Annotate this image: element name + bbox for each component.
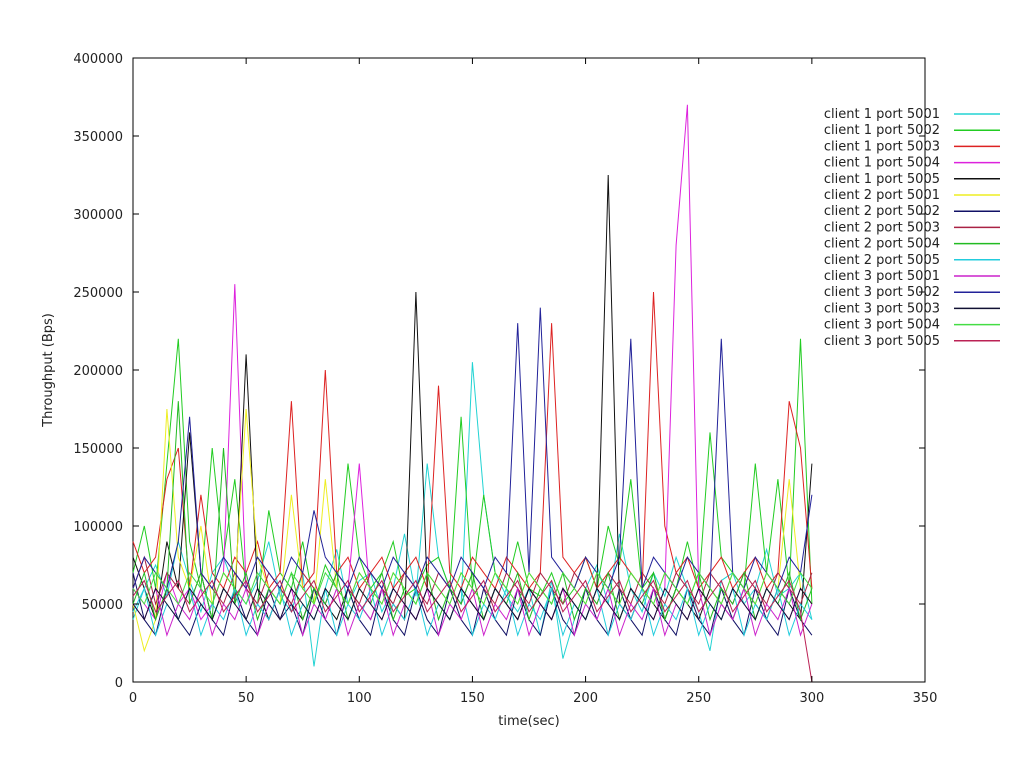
y-tick-label: 250000 [73, 286, 123, 301]
y-tick-label: 350000 [73, 130, 123, 145]
x-axis-ticks: 0 50 100 150 200 250 300 350 [129, 58, 938, 706]
x-tick-label: 300 [799, 691, 824, 706]
x-tick-label: 250 [686, 691, 711, 706]
legend-label: client 1 port 5005 [824, 172, 940, 187]
legend-label: client 3 port 5001 [824, 269, 940, 284]
legend-label: client 3 port 5004 [824, 318, 940, 333]
y-tick-label: 150000 [73, 442, 123, 457]
legend-label: client 1 port 5004 [824, 156, 940, 171]
series-layer [132, 104, 813, 683]
legend-label: client 2 port 5001 [824, 188, 940, 203]
series-line-12 [132, 307, 813, 590]
legend-label: client 2 port 5002 [824, 204, 940, 219]
x-tick-label: 200 [573, 691, 598, 706]
legend-label: client 3 port 5002 [824, 285, 940, 300]
series-line-10 [132, 586, 813, 637]
x-tick-label: 50 [238, 691, 255, 706]
x-axis-label: time(sec) [498, 714, 559, 729]
series-line-6 [132, 408, 813, 653]
series-line-14 [132, 571, 813, 606]
legend-label: client 1 port 5001 [824, 107, 940, 122]
legend-label: client 2 port 5003 [824, 220, 940, 235]
y-tick-label: 300000 [73, 208, 123, 223]
y-axis-label: Throughput (Bps) [41, 313, 56, 428]
y-tick-label: 200000 [73, 364, 123, 379]
series-line-5 [132, 174, 813, 622]
y-tick-label: 50000 [82, 598, 123, 613]
legend-label: client 2 port 5004 [824, 237, 940, 252]
y-tick-label: 100000 [73, 520, 123, 535]
series-line-3 [132, 291, 813, 590]
x-tick-label: 350 [913, 691, 938, 706]
legend-label: client 3 port 5005 [824, 334, 940, 349]
y-tick-label: 400000 [73, 52, 123, 67]
series-line-13 [132, 587, 813, 621]
series-line-15 [132, 579, 813, 683]
x-tick-label: 100 [347, 691, 372, 706]
legend-label: client 1 port 5003 [824, 139, 940, 154]
legend-label: client 2 port 5005 [824, 253, 940, 268]
x-tick-label: 0 [129, 691, 137, 706]
y-tick-label: 0 [115, 676, 123, 691]
legend-label: client 3 port 5003 [824, 301, 940, 316]
x-tick-label: 150 [460, 691, 485, 706]
legend-label: client 1 port 5002 [824, 123, 940, 138]
y-axis-ticks: 0 50000 100000 150000 200000 250000 300000 3500… [73, 52, 925, 691]
